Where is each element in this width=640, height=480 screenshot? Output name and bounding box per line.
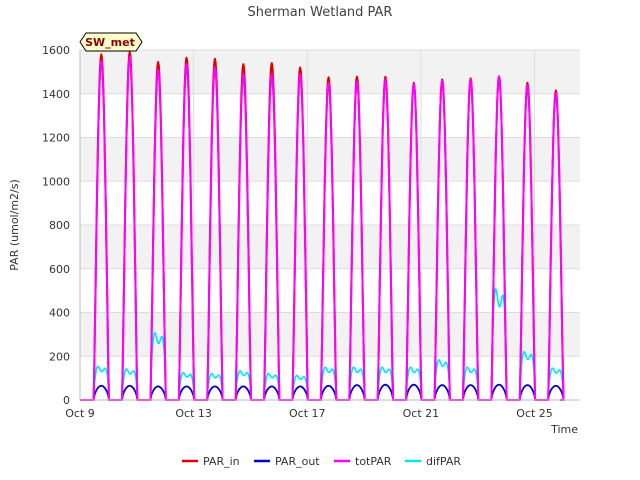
x-tick-label: Oct 9 [65,407,95,420]
x-tick-label: Oct 13 [175,407,212,420]
sw-met-badge: SW_met [79,32,143,52]
x-axis-label: Time [550,423,578,436]
legend-label-par-in: PAR_in [203,455,240,468]
x-tick-label: Oct 21 [403,407,440,420]
y-tick-label: 800 [49,219,70,232]
legend-item-totpar: totPAR [334,455,392,468]
y-tick-label: 1200 [42,132,70,145]
y-axis-label: PAR (umol/m2/s) [8,179,21,271]
series-layer [80,51,565,401]
axes [79,50,580,401]
chart-title: Sherman Wetland PAR [248,5,393,20]
x-tick-label: Oct 25 [516,407,553,420]
series-line-totpar [80,55,565,401]
legend-label-difpar: difPAR [426,455,461,468]
y-tick-label: 600 [49,263,70,276]
x-tick-label: Oct 17 [289,407,326,420]
y-tick-label: 400 [49,307,70,320]
legend-item-par-out: PAR_out [254,455,320,468]
badge-shape [79,32,143,52]
y-tick-label: 1000 [42,175,70,188]
tick-labels: 0 200 400 600 800 1000 1200 1400 1600 Oct 9 Oct 13… [42,44,553,420]
badge-label: SW_met [85,36,135,49]
y-tick-label: 200 [49,350,70,363]
y-tick-label: 1400 [42,88,70,101]
y-tick-label: 1600 [42,44,70,57]
y-tick-label: 0 [63,394,70,407]
legend-item-difpar: difPAR [405,455,461,468]
legend-item-par-in: PAR_in [182,455,240,468]
legend-label-par-out: PAR_out [275,455,320,468]
legend: PAR_in PAR_out totPAR difPAR [182,455,461,468]
legend-label-totpar: totPAR [355,455,392,468]
series-line-par-out [80,383,565,401]
